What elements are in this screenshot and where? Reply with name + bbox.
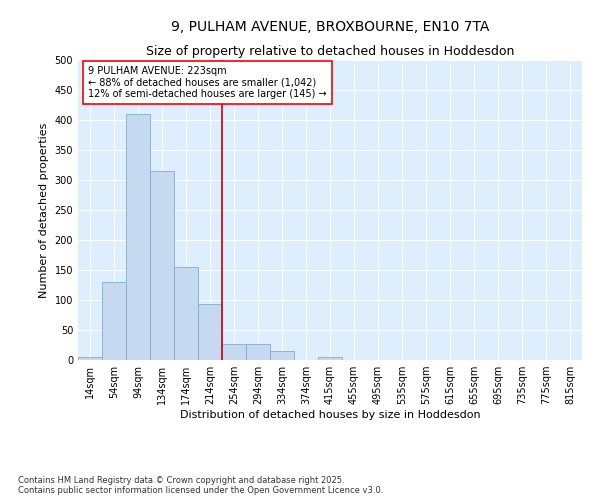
Bar [78, 357, 102, 360]
Bar [174, 267, 198, 360]
Bar [126, 114, 150, 360]
Bar [150, 171, 174, 360]
Y-axis label: Number of detached properties: Number of detached properties [39, 122, 49, 298]
Text: Contains HM Land Registry data © Crown copyright and database right 2025.
Contai: Contains HM Land Registry data © Crown c… [18, 476, 383, 495]
Bar [222, 344, 246, 360]
Text: 9, PULHAM AVENUE, BROXBOURNE, EN10 7TA: 9, PULHAM AVENUE, BROXBOURNE, EN10 7TA [171, 20, 489, 34]
Bar [102, 282, 126, 360]
Text: Size of property relative to detached houses in Hoddesdon: Size of property relative to detached ho… [146, 45, 514, 58]
Bar [270, 351, 294, 360]
Text: 9 PULHAM AVENUE: 223sqm
← 88% of detached houses are smaller (1,042)
12% of semi: 9 PULHAM AVENUE: 223sqm ← 88% of detache… [88, 66, 327, 99]
Bar [246, 344, 270, 360]
Bar [198, 304, 222, 360]
X-axis label: Distribution of detached houses by size in Hoddesdon: Distribution of detached houses by size … [179, 410, 481, 420]
Bar [318, 357, 342, 360]
